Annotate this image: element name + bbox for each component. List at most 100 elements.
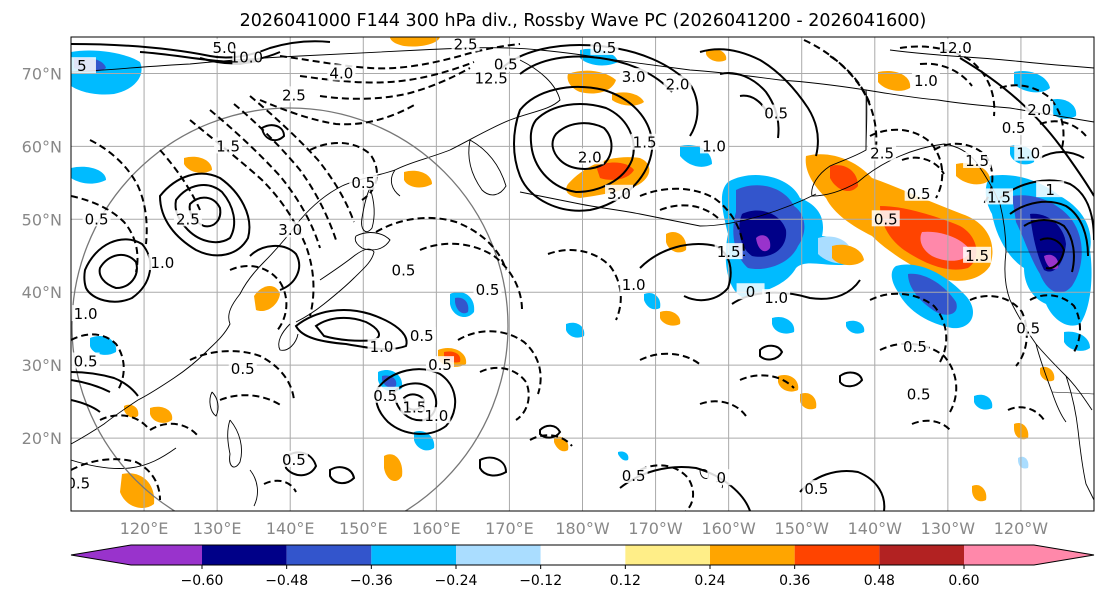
- dashed-arctic-1: [279, 43, 521, 70]
- contour-label: 1.0: [914, 72, 938, 90]
- lat-tick-label: 50°N: [22, 210, 62, 229]
- contour-label-bg: [619, 68, 648, 85]
- solid-se-5: [329, 466, 356, 484]
- contour-label: 0.5: [231, 360, 255, 378]
- contour-label: 0.5: [66, 474, 90, 492]
- dashed-sub-4: [639, 464, 694, 511]
- shade-neg-hawaii: [618, 451, 629, 461]
- map-frame: [70, 36, 1095, 512]
- contour-label: 1: [1045, 181, 1055, 199]
- shade-pos-alaska-n: [878, 70, 911, 91]
- solid-se-6: [479, 456, 508, 477]
- contour-label: 1.0: [764, 289, 788, 307]
- colorbar-segment: [286, 545, 372, 565]
- contour-label: 0.5: [373, 387, 397, 405]
- colorbar-segment: [371, 545, 456, 565]
- contour-label-bg: [228, 359, 257, 376]
- lat-tick-label: 70°N: [22, 64, 62, 83]
- solid-japan-loop: [294, 309, 408, 351]
- contour-label-bg: [71, 352, 100, 369]
- contour-label: 5: [77, 57, 87, 75]
- dashed-pac-5: [547, 249, 622, 321]
- shade-neg-c-pac3: [772, 316, 795, 334]
- lat-tick-label: 60°N: [22, 137, 62, 156]
- shade-pos-philippine: [384, 454, 403, 482]
- contour-label: 12.5: [474, 70, 507, 88]
- dashed-trough-2: [209, 109, 321, 249]
- dashed-arctic-4: [259, 99, 417, 126]
- contour-label-bg: [389, 261, 418, 278]
- contour-label-bg: [663, 75, 692, 92]
- contour-label-bg: [279, 450, 308, 467]
- dashed-alaska-3: [899, 45, 996, 117]
- contour-label: 10.0: [230, 48, 263, 66]
- shade-pos-upper: [830, 165, 858, 192]
- contour-label: 1.5: [403, 398, 427, 416]
- dashed-korea: [229, 265, 288, 333]
- contour-label-bg: [762, 289, 791, 306]
- dashed-sub-2: [149, 422, 199, 437]
- contour-label-bg: [707, 469, 736, 486]
- lon-tick-label: 150°E: [339, 519, 388, 538]
- dashed-ep-4: [739, 374, 795, 389]
- map-content: 5.010.05 4.02.52.50.512.50.53.0 2.00.51.01…: [66, 37, 1094, 511]
- dashed-canada-2: [1029, 294, 1081, 353]
- dashed-sub-1: [71, 458, 161, 501]
- shade-neg-philippine: [414, 430, 435, 451]
- contour-label-bg: [700, 137, 729, 154]
- shade-pos-c-pac4: [800, 392, 817, 410]
- shade-pos-ne-corner: [706, 48, 727, 62]
- solid-japan-loop-2: [314, 316, 381, 342]
- dashed-ep-1: [869, 292, 948, 363]
- contour-label: 0.5: [494, 56, 518, 74]
- contour-label-bg: [762, 104, 791, 121]
- dashed-arctic-3: [319, 67, 471, 100]
- contour-label: 0.5: [74, 353, 98, 371]
- contour-label-bg: [276, 221, 305, 238]
- shade-neg-canada: [1050, 98, 1077, 119]
- contour-label: 0.5: [874, 210, 898, 228]
- solid-west-jet-sw-3: [71, 399, 101, 413]
- contour-label-bg: [371, 386, 400, 403]
- contour-label: 1.5: [633, 134, 657, 152]
- contour-label: 0.5: [1002, 119, 1026, 137]
- solid-west-loop-2: [98, 253, 138, 290]
- lon-tick-label: 120°E: [120, 519, 169, 538]
- shade-neg-c-pac: [644, 292, 661, 310]
- longitude-axis: 120°E 130°E 140°E 150°E 160°E 170°E 180°W 170°W…: [120, 519, 1049, 538]
- shade-neg-c-pac4: [846, 320, 865, 334]
- lon-tick-label: 150°W: [775, 519, 830, 538]
- shade-pos-c-pac2: [660, 310, 681, 326]
- contour-label-bg: [71, 57, 96, 74]
- dashed-west-south-2: [99, 414, 149, 429]
- map-title: 2026041000 F144 300 hPa div., Rossby Wav…: [240, 11, 927, 31]
- shade-neg-center: [756, 235, 771, 252]
- contour-label-bg: [71, 474, 93, 491]
- contour-label-bg: [911, 71, 940, 88]
- solid-nw-ca-1: [999, 179, 1094, 241]
- solid-canada-1: [959, 57, 1094, 197]
- contour-label-bg: [400, 398, 429, 415]
- colorbar-tick-label: 0.60: [948, 573, 979, 589]
- contour-label-bg: [1014, 144, 1043, 161]
- lon-tick-label: 130°E: [193, 519, 242, 538]
- contour-label: 0.5: [804, 480, 828, 498]
- shade-pos-small: [832, 244, 864, 266]
- contour-label: 0.5: [476, 281, 500, 299]
- dashed-trough-4: [249, 95, 355, 223]
- contour-label-bg: [82, 210, 111, 227]
- latitude-axis: 70°N 60°N 50°N 40°N 30°N 20°N: [22, 64, 62, 448]
- dashed-ep-3: [969, 295, 1028, 367]
- reference-circle: [71, 107, 509, 511]
- dashed-japan-s: [189, 350, 295, 401]
- solid-se-1: [539, 424, 562, 439]
- coast-kamchatka: [468, 139, 507, 196]
- coast-korea-china: [71, 219, 301, 445]
- contour-label-bg: [232, 48, 261, 65]
- dashed-gulf-2: [901, 156, 945, 175]
- colorbar-segment: [71, 545, 202, 565]
- dashed-pac-1: [375, 216, 507, 271]
- contour-label-bg: [349, 173, 378, 190]
- contour-label: 0.5: [907, 185, 931, 203]
